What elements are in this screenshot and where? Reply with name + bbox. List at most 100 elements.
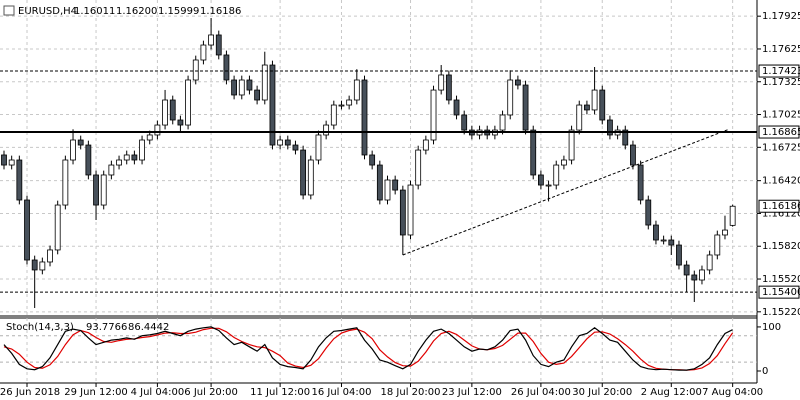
candle-body [139,139,145,161]
candle-body [62,159,69,206]
candle-body [131,154,138,161]
candle-body [545,184,552,187]
x-tick-label: 30 Jul 20:00 [572,387,632,398]
candle-body [660,239,667,242]
y-tick-label: 1.16420 [762,176,800,187]
candle-body [146,134,153,141]
price-label: 1.16186 [762,201,800,212]
header-value: 1.15999 [158,6,199,17]
candle-body [200,44,207,61]
candle-body [162,99,168,126]
candle-body [353,79,360,101]
candle-body [637,164,644,201]
y-tick-label: 1.17625 [762,44,800,55]
candle-body [123,154,130,161]
y-tick-label: 0 [762,366,768,377]
candle-body [307,159,314,196]
x-tick-label: 23 Jul 12:00 [442,387,502,398]
candle-body [668,239,675,246]
candle-body [438,74,445,91]
candle-body [208,34,214,46]
price-box [758,199,800,213]
x-tick-label: 29 Jun 12:00 [64,387,128,398]
candle-body [729,205,736,226]
candle-body [185,79,191,126]
candle-body [346,99,353,106]
candle-body [177,119,184,126]
candle-body [622,129,629,146]
candle-body [223,54,230,81]
candle-body [607,119,613,136]
candle-body [154,124,161,136]
candle-body [8,159,15,166]
candle-body [630,144,636,166]
header-value: 1.16011 [74,6,115,17]
level-box [758,64,800,78]
candle-body [369,154,376,166]
level-box [758,125,800,139]
stoch-line [3,326,733,371]
candle-body [277,139,284,146]
candle-body [261,64,268,101]
y-tick-label: 1.15220 [762,307,800,318]
y-tick-label: 100 [762,322,781,333]
candle-body [691,274,698,281]
candle-body [584,104,590,111]
candle-body [24,199,30,261]
trendline [402,128,729,256]
x-tick-label: 7 Aug 04:00 [702,387,763,398]
x-tick-label: 6 Jul 20:00 [184,387,238,398]
candle-body [269,64,276,146]
candle-body [70,139,76,161]
candle-body [530,129,537,176]
candle-body [599,89,606,121]
candle-body [100,174,107,206]
candle-body [85,144,92,176]
level-label: 1.16865 [762,127,800,138]
candle-body [645,199,652,226]
candle-body [538,174,544,186]
candle-body [392,179,399,191]
y-tick-label: 1.17025 [762,110,800,121]
candle-body [699,269,705,281]
candle-body [330,104,337,126]
level-box [758,285,800,299]
candle-body [215,34,222,56]
x-tick-label: 4 Jul 04:00 [131,387,185,398]
candle-body [415,149,422,186]
candle-body [54,204,61,251]
candle-body [561,159,567,166]
candle-body [676,244,682,266]
candle-body [47,249,53,263]
x-tick-label: 26 Jul 04:00 [511,387,571,398]
stoch-line [3,327,734,371]
candle-body [553,164,560,186]
x-tick-label: 18 Jul 20:00 [381,387,441,398]
candle-body [93,174,99,206]
candle-body [315,134,322,161]
y-tick-label: 1.17325 [762,77,800,88]
level-label: 1.17423 [762,66,800,77]
candle-body [238,79,245,96]
y-tick-label: 1.16120 [762,208,800,219]
candle-body [430,89,437,141]
x-tick-label: 16 Jul 04:00 [311,387,371,398]
candle-body [376,164,383,201]
level-label: 1.15400 [762,287,800,298]
x-tick-label: 26 Jun 2018 [0,387,60,398]
candle-body [169,99,176,121]
candle-body [300,149,307,196]
y-tick-label: 1.16725 [762,142,800,153]
candle-body [407,184,414,236]
y-tick-label: 1.17925 [762,11,800,22]
candle-body [31,259,38,271]
candle-body [323,124,330,136]
indicator-value: 86.4442 [128,322,169,333]
indicator-value: 93.7766 [86,322,127,333]
candle-body [338,104,345,107]
candle-body [1,154,7,166]
symbol: EURUSD,H4 [18,6,77,17]
header-value: 1.16186 [200,6,241,17]
candle-body [706,254,713,271]
